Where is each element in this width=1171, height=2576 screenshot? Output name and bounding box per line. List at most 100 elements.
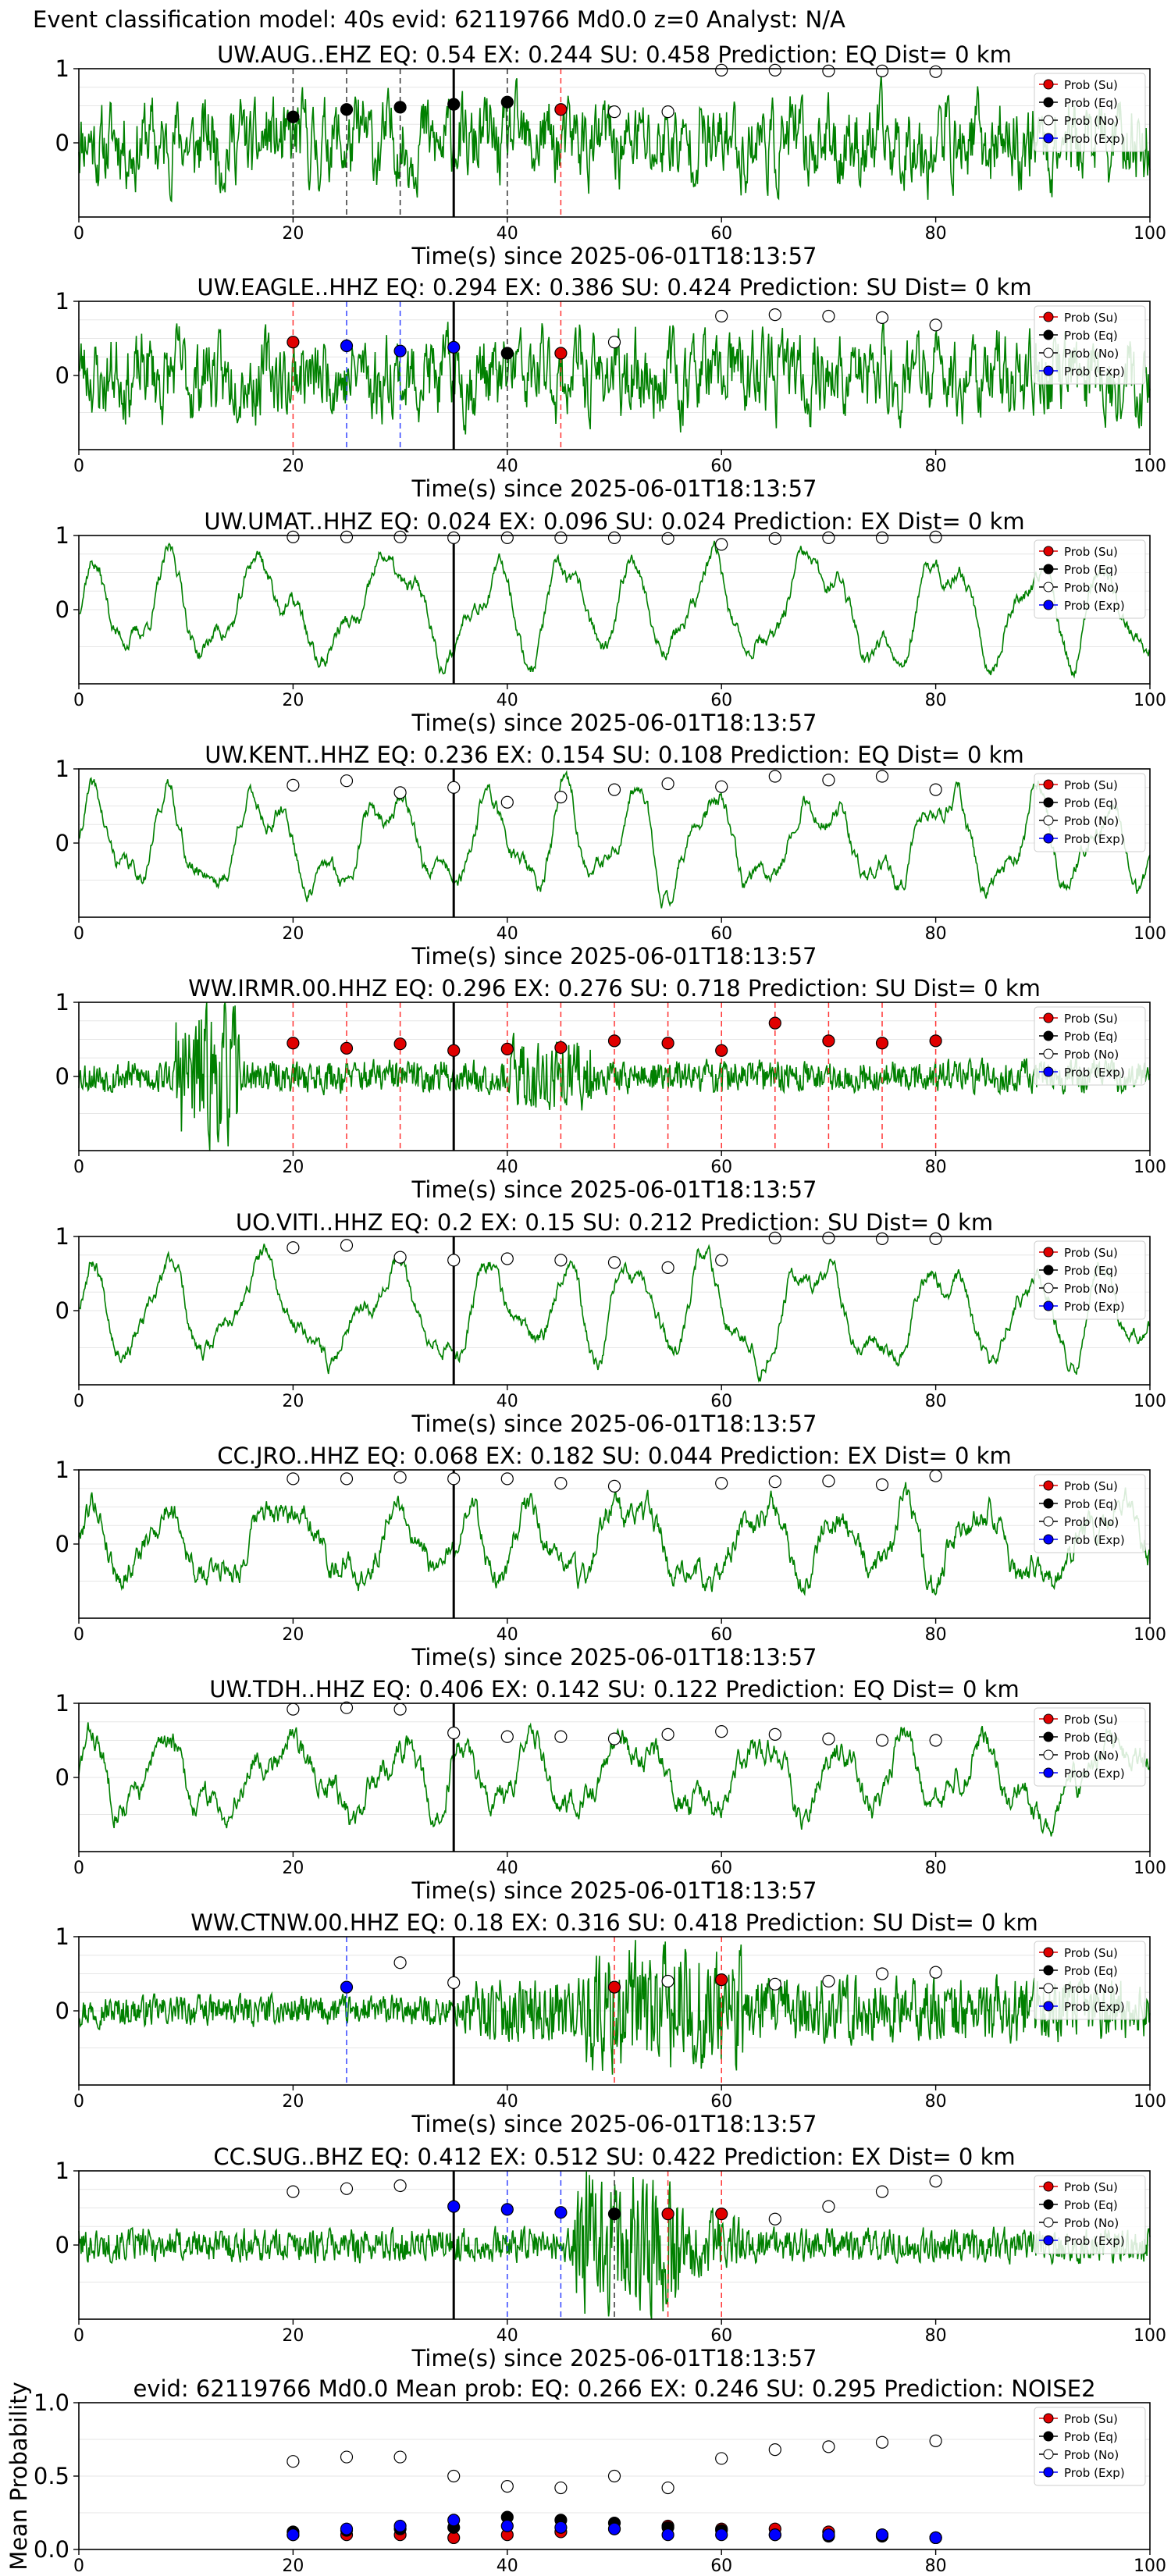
x-tick-label: 0: [73, 2092, 84, 2112]
legend-marker: [1043, 2431, 1054, 2442]
prob-marker: [715, 1725, 728, 1738]
mean-prob-marker: [822, 2440, 835, 2453]
y-tick-label: 1.0: [34, 2389, 69, 2416]
waveform-trace: [78, 540, 1151, 679]
prob-marker: [875, 1734, 889, 1747]
prob-marker: [607, 105, 621, 119]
prob-marker: [447, 2200, 461, 2213]
prob-marker: [554, 2206, 568, 2219]
prob-marker: [447, 781, 461, 794]
legend-box: [1034, 1240, 1146, 1320]
legend-marker: [1043, 311, 1054, 322]
x-tick-label: 20: [282, 1625, 304, 1645]
prob-marker: [929, 318, 942, 332]
prob-marker: [500, 795, 514, 809]
x-tick-label: 80: [925, 2326, 947, 2346]
legend-marker: [1043, 133, 1054, 144]
x-axis-label: Time(s) since 2025-06-01T18:13:57: [411, 1877, 817, 1904]
legend-label: Prob (Eq): [1064, 1964, 1118, 1978]
prob-marker: [554, 103, 568, 116]
x-tick-label: 80: [925, 1859, 947, 1878]
y-axis-label: Mean Probability: [5, 2382, 32, 2571]
mean-prob-marker: [287, 2455, 300, 2468]
x-axis-label: Time(s) since 2025-06-01T18:13:57: [411, 1411, 817, 1437]
prob-marker: [287, 1241, 300, 1254]
x-tick-label: 60: [710, 2092, 732, 2112]
panel-5: WW.IRMR.00.HHZ EQ: 0.296 EX: 0.276 SU: 0…: [55, 975, 1166, 1203]
mean-prob-marker: [715, 2452, 728, 2465]
legend-label: Prob (No): [1064, 1048, 1119, 1062]
waveform-trace: [78, 74, 1151, 203]
legend-label: Prob (Su): [1064, 2180, 1118, 2194]
prob-marker: [447, 531, 461, 544]
x-tick-label: 0: [73, 224, 84, 244]
prob-marker: [554, 531, 568, 544]
prob-marker: [822, 64, 835, 77]
x-tick-label: 40: [497, 2326, 518, 2346]
y-tick-label: 0: [55, 596, 69, 623]
x-tick-label: 100: [1134, 1392, 1166, 1411]
legend-label: Prob (Eq): [1064, 1264, 1118, 1278]
mean-prob-marker: [661, 2481, 674, 2495]
legend-marker: [1043, 1516, 1054, 1527]
legend-marker: [1043, 1731, 1054, 1742]
prob-marker: [929, 65, 942, 78]
legend-label: Prob (Su): [1064, 1479, 1118, 1493]
legend-marker: [1043, 779, 1054, 790]
y-tick-label: 1: [55, 1457, 69, 1483]
prob-marker: [929, 1469, 942, 1482]
prob-marker: [822, 1732, 835, 1745]
legend-label: Prob (Exp): [1064, 1066, 1125, 1080]
legend-label: Prob (Exp): [1064, 1767, 1125, 1781]
x-tick-label: 60: [710, 1158, 732, 1177]
mean-prob-marker: [929, 2531, 942, 2545]
mean-prob-marker: [875, 2528, 889, 2542]
prob-marker: [768, 532, 781, 545]
legend-box: [1034, 773, 1146, 852]
legend-label: Prob (Su): [1064, 545, 1118, 559]
prob-marker: [340, 1041, 354, 1055]
legend-box: [1034, 1474, 1146, 1553]
panel-title: UW.UMAT..HHZ EQ: 0.024 EX: 0.096 SU: 0.0…: [204, 508, 1024, 535]
prob-marker: [875, 64, 889, 77]
prob-marker: [393, 344, 407, 358]
legend-label: Prob (Exp): [1064, 1533, 1125, 1547]
legend-label: Prob (No): [1064, 1982, 1119, 1996]
prob-marker: [929, 1034, 942, 1048]
x-tick-label: 100: [1134, 1625, 1166, 1645]
mean-prob-marker: [929, 2434, 942, 2447]
panel-title: WW.CTNW.00.HHZ EQ: 0.18 EX: 0.316 SU: 0.…: [190, 1909, 1038, 1936]
x-tick-label: 40: [497, 924, 518, 944]
mean-prob-marker: [500, 2519, 514, 2533]
prob-marker: [340, 1701, 354, 1714]
x-tick-label: 80: [925, 224, 947, 244]
x-tick-label: 40: [497, 1158, 518, 1177]
x-tick-label: 60: [710, 2556, 732, 2576]
prob-marker: [447, 340, 461, 354]
x-tick-label: 60: [710, 457, 732, 476]
x-tick-label: 60: [710, 1859, 732, 1878]
y-tick-label: 1: [55, 989, 69, 1016]
prob-marker: [715, 1973, 728, 1987]
prob-marker: [607, 336, 621, 349]
mean-prob-marker: [715, 2528, 728, 2542]
legend-label: Prob (Exp): [1064, 2234, 1125, 2248]
legend-label: Prob (No): [1064, 1749, 1119, 1763]
legend-marker: [1043, 1283, 1054, 1293]
x-tick-label: 40: [497, 1625, 518, 1645]
mean-prob-marker: [554, 2481, 568, 2495]
mean-prob-marker: [287, 2528, 300, 2542]
legend-marker: [1043, 365, 1054, 376]
prob-marker: [768, 1016, 781, 1030]
x-tick-label: 20: [282, 224, 304, 244]
y-tick-label: 1: [55, 1923, 69, 1950]
prob-marker: [715, 309, 728, 323]
x-tick-label: 20: [282, 457, 304, 476]
prob-marker: [929, 1966, 942, 1979]
x-tick-label: 40: [497, 691, 518, 710]
prob-marker: [340, 1980, 354, 1994]
prob-marker: [822, 1475, 835, 1488]
panel-title: WW.IRMR.00.HHZ EQ: 0.296 EX: 0.276 SU: 0…: [188, 975, 1041, 1002]
legend-marker: [1043, 1965, 1054, 1976]
